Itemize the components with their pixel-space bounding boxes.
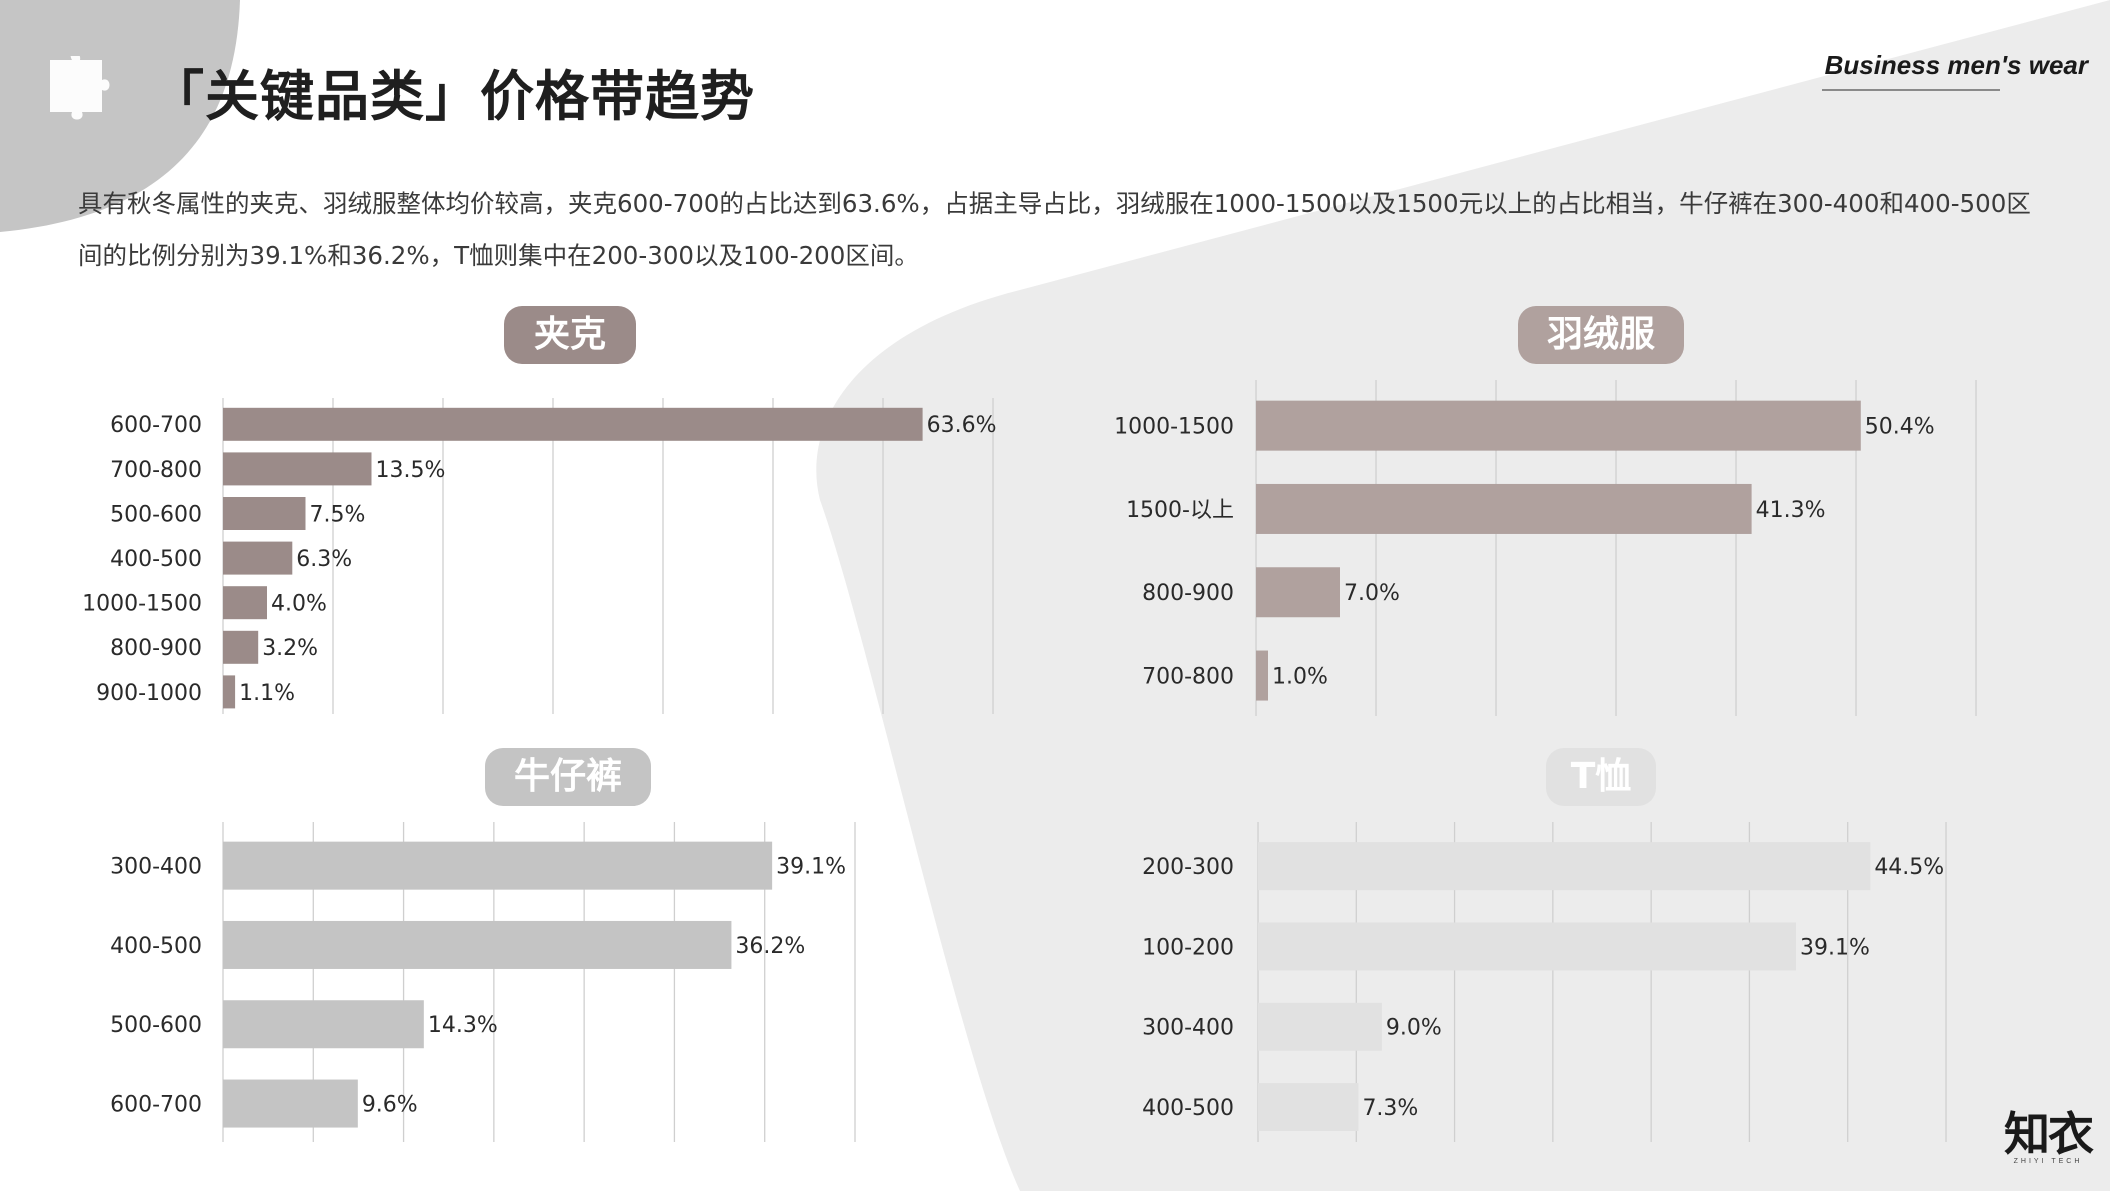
category-label-100-200: 100-200: [1142, 935, 1234, 960]
bar-900-1000: [223, 675, 236, 709]
bar-400-500: [223, 920, 732, 969]
jeans-panel-title: 牛仔裤: [485, 748, 651, 806]
tshirt-price-chart: 200-300 44.5% 100-200 39.1% 300-400 9.0% 400-5…: [1142, 822, 1947, 1142]
category-label-700-800: 700-800: [110, 458, 202, 483]
category-label-700-800: 700-800: [1142, 664, 1234, 689]
value-label-300-400: 9.0%: [1386, 1016, 1442, 1041]
bar-500-600: [223, 1000, 424, 1049]
corner-shape: [0, 0, 240, 232]
category-label-400-500: 400-500: [110, 547, 202, 572]
category-label-600-700: 600-700: [110, 1092, 202, 1117]
category-label-800-900: 800-900: [110, 636, 202, 661]
value-label-500-600: 14.3%: [428, 1013, 498, 1038]
bar-1000-1500: [1256, 400, 1861, 451]
page-title: 「关键品类」价格带趋势: [150, 65, 755, 128]
jacket-price-chart: 600-700 63.6% 700-800 13.5% 500-600 7.5% 400-5…: [82, 398, 996, 714]
category-label-500-600: 500-600: [110, 502, 202, 527]
category-label-900-1000: 900-1000: [96, 681, 202, 706]
category-label-1500: 1500-以上: [1126, 498, 1234, 523]
brand-underline: [1822, 89, 2000, 91]
jeans-price-chart: 300-400 39.1% 400-500 36.2% 500-600 14.3% 600-…: [110, 822, 856, 1142]
category-label-200-300: 200-300: [1142, 855, 1234, 880]
bar-400-500: [223, 541, 293, 575]
bar-1500: [1256, 483, 1752, 534]
category-label-500-600: 500-600: [110, 1013, 202, 1038]
category-label-600-700: 600-700: [110, 413, 202, 438]
bar-400-500: [1258, 1083, 1359, 1132]
diagonal-shape: [816, 0, 2110, 1191]
bar-700-800: [223, 452, 372, 486]
value-label-1000-1500: 4.0%: [271, 592, 327, 617]
value-label-500-600: 7.5%: [310, 502, 366, 527]
value-label-1000-1500: 50.4%: [1865, 415, 1935, 440]
value-label-1500: 41.3%: [1756, 498, 1826, 523]
bar-500-600: [223, 497, 306, 530]
value-label-700-800: 1.0%: [1272, 664, 1328, 689]
jacket-panel-title: 夹克: [504, 306, 636, 364]
puzzle-icon: [50, 56, 110, 120]
bar-300-400: [223, 841, 773, 890]
logo-subtext: ZHIYI TECH: [2013, 1158, 2083, 1165]
value-label-700-800: 13.5%: [376, 458, 446, 483]
bar-600-700: [223, 407, 923, 441]
category-label-300-400: 300-400: [110, 855, 202, 880]
down-jacket-panel-title: 羽绒服: [1518, 306, 1684, 364]
value-label-600-700: 63.6%: [927, 413, 997, 438]
value-label-400-500: 6.3%: [296, 547, 352, 572]
tshirt-panel-title: T恤: [1546, 748, 1656, 806]
brand-tagline: Business men's wear: [1824, 50, 2088, 80]
value-label-800-900: 7.0%: [1344, 581, 1400, 606]
value-label-600-700: 9.6%: [362, 1092, 418, 1117]
bar-600-700: [223, 1079, 358, 1128]
category-label-300-400: 300-400: [1142, 1016, 1234, 1041]
description-text: 具有秋冬属性的夹克、羽绒服整体均价较高，夹克600-700的占比达到63.6%，…: [78, 189, 2031, 270]
bar-300-400: [1258, 1002, 1382, 1051]
value-label-400-500: 7.3%: [1362, 1096, 1418, 1121]
bar-200-300: [1258, 842, 1871, 891]
bar-100-200: [1258, 922, 1797, 971]
category-label-400-500: 400-500: [110, 934, 202, 959]
category-label-400-500: 400-500: [1142, 1096, 1234, 1121]
value-label-200-300: 44.5%: [1874, 855, 1944, 880]
bar-700-800: [1256, 650, 1268, 701]
down-jacket-price-chart: 1000-1500 50.4% 1500-以上 41.3% 800-900 7.0% 700…: [1114, 380, 1977, 716]
logo-mark: 知衣: [2004, 1107, 2094, 1161]
value-label-800-900: 3.2%: [262, 636, 318, 661]
value-label-400-500: 36.2%: [735, 934, 805, 959]
value-label-900-1000: 1.1%: [239, 681, 295, 706]
zhiyi-logo: 知衣 ZHIYI TECH: [2004, 1107, 2094, 1165]
bar-1000-1500: [223, 586, 267, 620]
category-label-1000-1500: 1000-1500: [82, 592, 202, 617]
value-label-100-200: 39.1%: [1800, 935, 1870, 960]
bar-800-900: [223, 630, 259, 664]
category-label-1000-1500: 1000-1500: [1114, 415, 1234, 440]
bar-800-900: [1256, 567, 1340, 618]
value-label-300-400: 39.1%: [776, 855, 846, 880]
category-label-800-900: 800-900: [1142, 581, 1234, 606]
